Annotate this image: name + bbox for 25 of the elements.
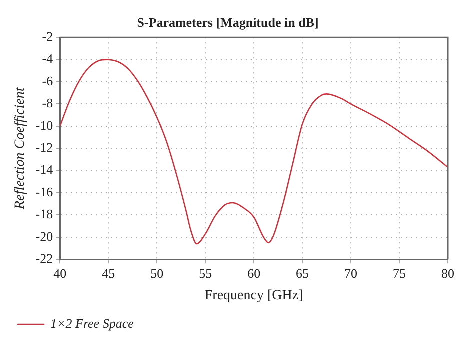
y-tick-label: -12 — [36, 140, 54, 156]
line-series — [60, 59, 448, 245]
y-tick-label: -20 — [36, 228, 54, 244]
y-tick-label: -16 — [36, 184, 54, 200]
y-tick-label: -4 — [42, 51, 54, 66]
chart-title: S-Parameters [Magnitude in dB] — [137, 15, 319, 30]
legend-label: 1×2 Free Space — [50, 316, 134, 331]
y-tick-label: -6 — [42, 73, 54, 88]
x-tick-label: 70 — [344, 266, 358, 281]
y-axis-title: Reflection Coefficient — [13, 86, 28, 210]
x-tick-label: 45 — [102, 266, 116, 281]
y-tick-label: -22 — [36, 251, 54, 266]
x-tick-label: 55 — [199, 266, 212, 281]
x-axis-title: Frequency [GHz] — [204, 288, 304, 304]
y-tick-label: -10 — [36, 118, 54, 133]
y-tick-label: -2 — [42, 29, 54, 44]
y-tick-label: -18 — [36, 206, 54, 222]
y-tick-label: -8 — [42, 96, 54, 111]
x-tick-label: 80 — [442, 266, 454, 281]
x-tick-label: 65 — [296, 266, 310, 281]
x-tick-label: 40 — [54, 266, 67, 281]
x-tick-label: 75 — [393, 266, 406, 281]
x-tick-label: 50 — [150, 266, 164, 281]
y-tick-label: -14 — [36, 162, 54, 178]
x-tick-label: 60 — [248, 266, 261, 281]
